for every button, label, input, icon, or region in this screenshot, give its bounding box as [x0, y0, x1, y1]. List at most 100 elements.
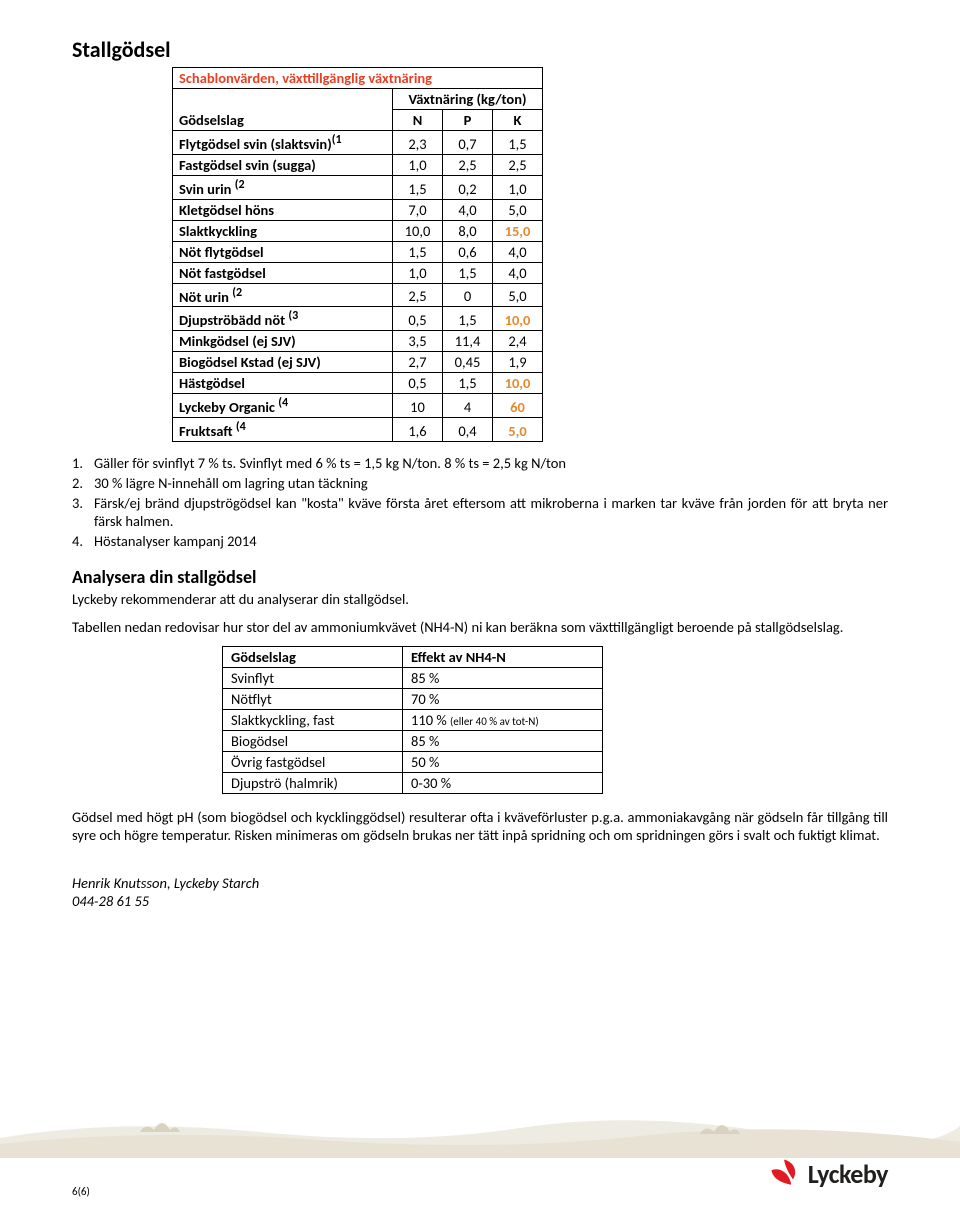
cell-value: 1,5 [443, 373, 493, 394]
row-label: Slaktkyckling [173, 220, 393, 241]
cell-value: 1,5 [493, 131, 543, 155]
cell-slag: Djupströ (halmrik) [223, 772, 403, 793]
table-row: Fastgödsel svin (sugga)1,02,52,5 [173, 154, 543, 175]
cell-slag: Övrig fastgödsel [223, 751, 403, 772]
cell-value: 4,0 [493, 241, 543, 262]
footnote-num: 4. [72, 532, 94, 550]
cell-value: 0,4 [443, 418, 493, 442]
cell-value: 1,5 [393, 175, 443, 199]
signature-name: Henrik Knutsson, Lyckeby Starch [72, 874, 888, 892]
footnote-text: 30 % lägre N-innehåll om lagring utan tä… [94, 474, 888, 492]
cell-value: 0,45 [443, 352, 493, 373]
table-row: Biogödsel85 % [223, 730, 603, 751]
cell-value: 8,0 [443, 220, 493, 241]
row-label: Minkgödsel (ej SJV) [173, 331, 393, 352]
row-label: Flytgödsel svin (slaktsvin)(1 [173, 131, 393, 155]
col-k: K [493, 110, 543, 131]
cell-value: 1,9 [493, 352, 543, 373]
subsection-intro: Lyckeby rekommenderar att du analyserar … [72, 590, 888, 608]
col-p: P [443, 110, 493, 131]
table-row: Svin urin (21,50,21,0 [173, 175, 543, 199]
cell-value: 10 [393, 394, 443, 418]
footnote-num: 1. [72, 454, 94, 472]
cell-value: 7,0 [393, 199, 443, 220]
table-row: Minkgödsel (ej SJV)3,511,42,4 [173, 331, 543, 352]
footnote-item: 4.Höstanalyser kampanj 2014 [72, 532, 888, 550]
cell-value: 3,5 [393, 331, 443, 352]
cell-value: 60 [493, 394, 543, 418]
subsection-heading: Analysera din stallgödsel [72, 566, 888, 588]
table-row: Nöt fastgödsel1,01,54,0 [173, 262, 543, 283]
table-row: Flytgödsel svin (slaktsvin)(12,30,71,5 [173, 131, 543, 155]
row-label: Fruktsaft (4 [173, 418, 393, 442]
cell-effect: 0-30 % [403, 772, 603, 793]
cell-value: 1,5 [393, 241, 443, 262]
table-row: Svinflyt85 % [223, 667, 603, 688]
table-row: Djupströ (halmrik)0-30 % [223, 772, 603, 793]
table-row: Hästgödsel0,51,510,0 [173, 373, 543, 394]
cell-value: 4,0 [493, 262, 543, 283]
row-label: Nöt flytgödsel [173, 241, 393, 262]
cell-slag: Nötflyt [223, 688, 403, 709]
row-label: Djupströbädd nöt (3 [173, 307, 393, 331]
table-row: Kletgödsel höns7,04,05,0 [173, 199, 543, 220]
row-label: Fastgödsel svin (sugga) [173, 154, 393, 175]
footnote-num: 2. [72, 474, 94, 492]
cell-value: 0,2 [443, 175, 493, 199]
footnote-item: 2.30 % lägre N-innehåll om lagring utan … [72, 474, 888, 492]
leaf-icon [766, 1156, 802, 1192]
footnote-text: Färsk/ej bränd djupströgödsel kan "kosta… [94, 494, 888, 530]
t2-h1: Gödselslag [223, 646, 403, 667]
footnote-text: Gäller för svinflyt 7 % ts. Svinflyt med… [94, 454, 888, 472]
cell-slag: Svinflyt [223, 667, 403, 688]
cell-value: 1,0 [493, 175, 543, 199]
cell-value: 11,4 [443, 331, 493, 352]
table-row: Djupströbädd nöt (30,51,510,0 [173, 307, 543, 331]
cell-value: 1,5 [443, 262, 493, 283]
cell-slag: Slaktkyckling, fast [223, 709, 403, 730]
cell-value: 2,3 [393, 131, 443, 155]
cell-value: 0,7 [443, 131, 493, 155]
cell-value: 10,0 [393, 220, 443, 241]
cell-slag: Biogödsel [223, 730, 403, 751]
cell-value: 1,6 [393, 418, 443, 442]
row-label: Svin urin (2 [173, 175, 393, 199]
cell-effect: 50 % [403, 751, 603, 772]
footnote-item: 1.Gäller för svinflyt 7 % ts. Svinflyt m… [72, 454, 888, 472]
row-label: Biogödsel Kstad (ej SJV) [173, 352, 393, 373]
t2-h2: Effekt av NH4-N [403, 646, 603, 667]
table1-caption: Schablonvärden, växttillgänglig växtnäri… [173, 68, 543, 89]
cell-value: 2,5 [443, 154, 493, 175]
table-row: Fruktsaft (41,60,45,0 [173, 418, 543, 442]
cell-value: 5,0 [493, 418, 543, 442]
cell-value: 0,5 [393, 373, 443, 394]
subsection-lead: Tabellen nedan redovisar hur stor del av… [72, 618, 888, 636]
table-row: Nötflyt70 % [223, 688, 603, 709]
table-row: Biogödsel Kstad (ej SJV)2,70,451,9 [173, 352, 543, 373]
row-label: Nöt urin (2 [173, 283, 393, 307]
row-label: Nöt fastgödsel [173, 262, 393, 283]
cell-effect: 110 % (eller 40 % av tot-N) [403, 709, 603, 730]
signature-phone: 044-28 61 55 [72, 892, 888, 910]
cell-value: 4,0 [443, 199, 493, 220]
footnote-text: Höstanalyser kampanj 2014 [94, 532, 888, 550]
page-number: 6(6) [72, 1185, 90, 1198]
table1-container: Schablonvärden, växttillgänglig växtnäri… [172, 67, 888, 442]
cell-effect: 85 % [403, 730, 603, 751]
cell-value: 1,5 [443, 307, 493, 331]
page-footer: 6(6) Lyckeby [72, 1108, 888, 1198]
footnote-num: 3. [72, 494, 94, 530]
cell-value: 15,0 [493, 220, 543, 241]
cell-effect: 70 % [403, 688, 603, 709]
cell-value: 2,7 [393, 352, 443, 373]
effect-table: Gödselslag Effekt av NH4-N Svinflyt85 %N… [222, 646, 603, 794]
cell-effect: 85 % [403, 667, 603, 688]
row-label: Lyckeby Organic (4 [173, 394, 393, 418]
cell-value: 5,0 [493, 199, 543, 220]
row-label: Kletgödsel höns [173, 199, 393, 220]
cell-value: 5,0 [493, 283, 543, 307]
footnotes: 1.Gäller för svinflyt 7 % ts. Svinflyt m… [72, 454, 888, 550]
cell-value: 0 [443, 283, 493, 307]
col-n: N [393, 110, 443, 131]
nutrient-table: Schablonvärden, växttillgänglig växtnäri… [172, 67, 543, 442]
